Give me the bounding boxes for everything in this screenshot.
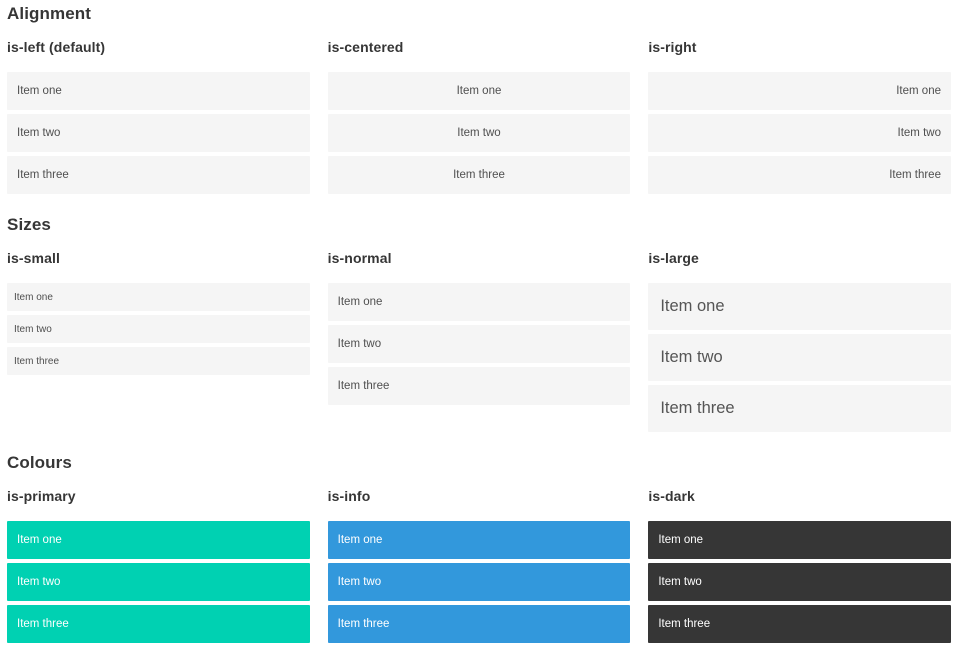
menu-item[interactable]: Item one (327, 521, 631, 559)
menu-list: Item one Item two Item three (7, 521, 310, 643)
menu-item[interactable]: Item two (327, 114, 631, 152)
menu-item[interactable]: Item three (7, 605, 310, 643)
menu-item[interactable]: Item one (648, 521, 951, 559)
menu-item[interactable]: Item one (7, 283, 310, 311)
section-title: Colours (7, 453, 72, 472)
menu-item[interactable]: Item three (7, 156, 310, 194)
column-is-normal: is-normal Item one Item two Item three (327, 250, 631, 405)
menu-item[interactable]: Item two (7, 114, 310, 152)
menu-item[interactable]: Item two (648, 563, 951, 601)
menu-item[interactable]: Item two (7, 563, 310, 601)
menu-list: Item one Item two Item three (7, 283, 310, 375)
column-is-info: is-info Item one Item two Item three (327, 488, 631, 643)
section-colours: Colours is-primary Item one Item two Ite… (7, 453, 951, 643)
column-subtitle: is-primary (7, 488, 76, 504)
column-is-left: is-left (default) Item one Item two Item… (7, 39, 310, 194)
menu-item[interactable]: Item three (7, 347, 310, 375)
section-title: Sizes (7, 215, 51, 234)
menu-item[interactable]: Item two (7, 315, 310, 343)
column-is-large: is-large Item one Item two Item three (648, 250, 951, 432)
menu-item[interactable]: Item two (648, 114, 951, 152)
section-title: Alignment (7, 4, 92, 23)
menu-item[interactable]: Item one (7, 521, 310, 559)
column-is-centered: is-centered Item one Item two Item three (327, 39, 631, 194)
menu-list: Item one Item two Item three (648, 521, 951, 643)
column-subtitle: is-info (327, 488, 371, 504)
column-subtitle: is-right (648, 39, 697, 55)
column-subtitle: is-normal (327, 250, 392, 266)
alignment-columns: is-left (default) Item one Item two Item… (7, 39, 951, 194)
sizes-columns: is-small Item one Item two Item three is… (7, 250, 951, 432)
column-subtitle: is-dark (648, 488, 695, 504)
menu-item[interactable]: Item two (327, 563, 631, 601)
menu-item[interactable]: Item two (648, 334, 951, 381)
menu-list: Item one Item two Item three (648, 283, 951, 432)
column-is-primary: is-primary Item one Item two Item three (7, 488, 310, 643)
menu-list: Item one Item two Item three (327, 72, 631, 194)
menu-item[interactable]: Item one (327, 72, 631, 110)
column-is-dark: is-dark Item one Item two Item three (648, 488, 951, 643)
menu-item[interactable]: Item three (648, 385, 951, 432)
menu-list: Item one Item two Item three (648, 72, 951, 194)
menu-item[interactable]: Item one (7, 72, 310, 110)
menu-list: Item one Item two Item three (327, 521, 631, 643)
menu-list: Item one Item two Item three (7, 72, 310, 194)
section-sizes: Sizes is-small Item one Item two Item th… (7, 215, 951, 432)
menu-item[interactable]: Item three (327, 367, 631, 405)
column-subtitle: is-left (default) (7, 39, 106, 55)
column-subtitle: is-centered (327, 39, 404, 55)
menu-item[interactable]: Item one (327, 283, 631, 321)
colours-columns: is-primary Item one Item two Item three … (7, 488, 951, 643)
column-is-small: is-small Item one Item two Item three (7, 250, 310, 375)
menu-item[interactable]: Item three (648, 605, 951, 643)
menu-item[interactable]: Item one (648, 72, 951, 110)
menu-item[interactable]: Item one (648, 283, 951, 330)
column-subtitle: is-small (7, 250, 60, 266)
menu-item[interactable]: Item three (327, 156, 631, 194)
column-subtitle: is-large (648, 250, 699, 266)
menu-item[interactable]: Item three (327, 605, 631, 643)
menu-list: Item one Item two Item three (327, 283, 631, 405)
menu-item[interactable]: Item three (648, 156, 951, 194)
menu-item[interactable]: Item two (327, 325, 631, 363)
column-is-right: is-right Item one Item two Item three (648, 39, 951, 194)
section-alignment: Alignment is-left (default) Item one Ite… (7, 4, 951, 194)
